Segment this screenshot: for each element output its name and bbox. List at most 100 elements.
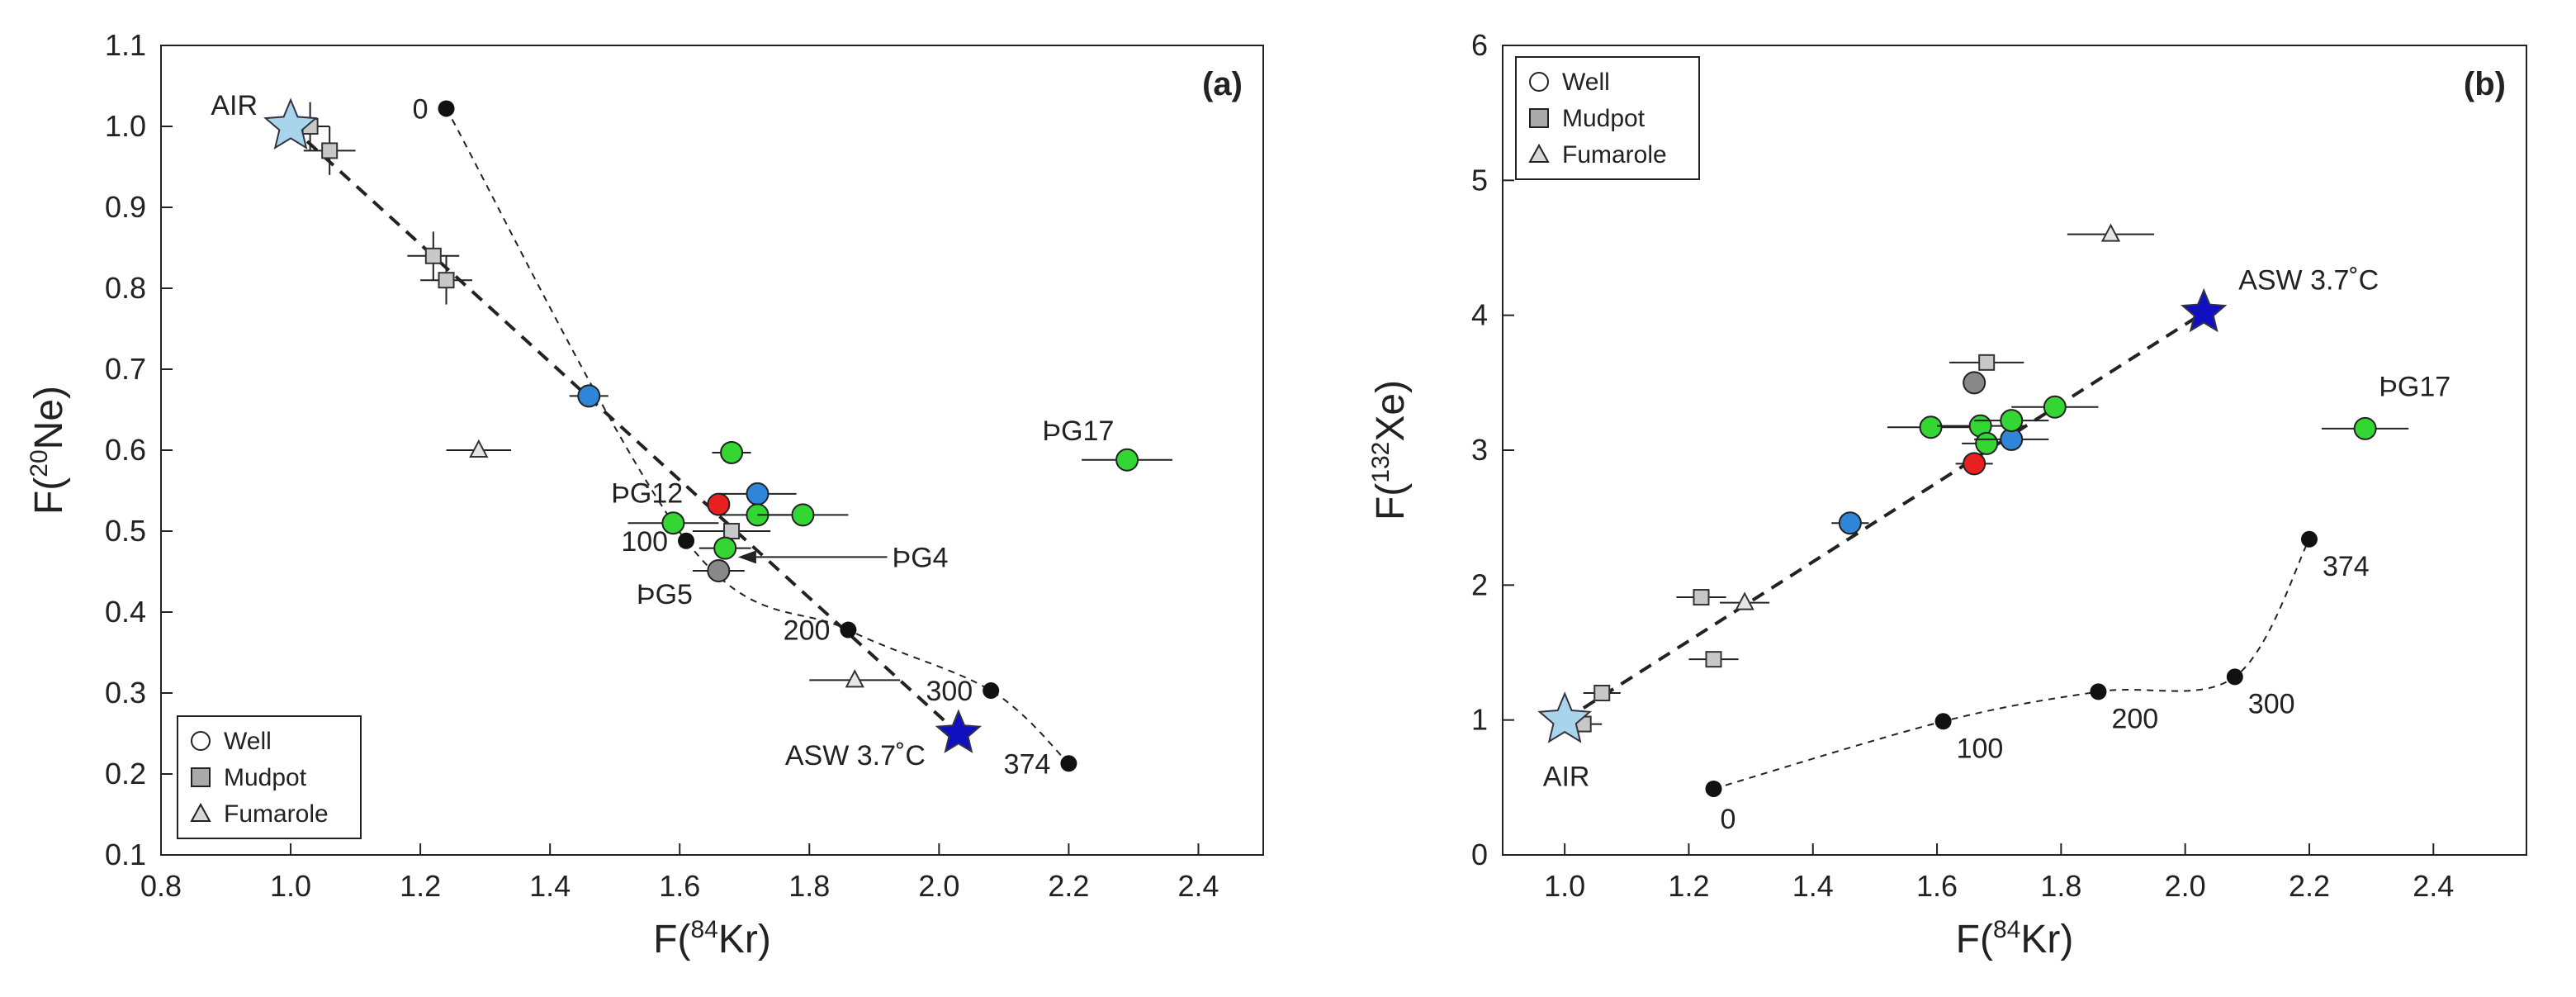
solubility-point — [840, 621, 857, 639]
x-tick-label: 2.2 — [2289, 869, 2330, 903]
well-point — [2000, 409, 2024, 433]
mudpot-point — [1593, 685, 1611, 701]
well-point — [1963, 371, 1986, 395]
x-tick-label: 1.4 — [1792, 869, 1834, 903]
mixing-line — [1564, 311, 2205, 722]
solubility-point — [1934, 713, 1952, 730]
legend-triangle-marker — [1528, 143, 1550, 163]
y-tick-label: 1.0 — [105, 109, 146, 143]
asw-label: ASW 3.7˚C — [2238, 264, 2379, 296]
air-label: AIR — [211, 90, 258, 121]
asw-label: ASW 3.7˚C — [785, 740, 926, 771]
arrow-head — [737, 550, 756, 564]
x-axis-label: F(84Kr) — [1956, 916, 2074, 961]
asw-star — [935, 709, 983, 753]
x-tick-label: 1.4 — [529, 869, 571, 903]
well-point — [791, 503, 815, 527]
solubility-point — [2090, 683, 2107, 700]
solubility-point — [438, 100, 455, 117]
mudpot-point — [723, 523, 741, 539]
x-tick-label: 0.8 — [140, 869, 182, 903]
x-tick-label: 1.6 — [1916, 869, 1958, 903]
y-tick-label: 0.2 — [105, 757, 146, 790]
panel-label: (a) — [1202, 66, 1243, 102]
x-tick-label: 1.0 — [270, 869, 311, 903]
y-tick-label: 2 — [1471, 567, 1488, 601]
legend-square-marker — [1529, 108, 1549, 128]
x-tick-label: 1.2 — [400, 869, 441, 903]
solubility-curve — [1713, 539, 2310, 790]
temperature-label: 300 — [926, 676, 973, 707]
x-axis-label: F(84Kr) — [653, 916, 771, 961]
legend-label: Fumarole — [1562, 141, 1667, 169]
y-axis-label-pre: F( — [1369, 483, 1413, 520]
fumarole-point — [469, 439, 489, 458]
x-tick-label: 1.0 — [1544, 869, 1585, 903]
y-tick-label: 0 — [1471, 838, 1488, 871]
solubility-curve — [445, 107, 1070, 764]
solubility-point — [1060, 755, 1077, 772]
arrow-label: ÞG4 — [893, 542, 949, 573]
panel-b: 1.0 1.2 1.4 1.6 1.8 2.0 2.2 2.40123456F(84Kr)F(… — [1367, 28, 2527, 961]
y-tick-label: 0.3 — [105, 676, 146, 710]
well-point — [1919, 415, 1943, 439]
y-tick-label: 4 — [1471, 298, 1488, 332]
temperature-label: 100 — [621, 526, 668, 558]
temperature-label: 100 — [1957, 733, 2004, 764]
y-tick-label: 1.1 — [105, 28, 146, 62]
x-tick-label: 2.4 — [2413, 869, 2454, 903]
well-point — [707, 559, 731, 583]
x-tick-label: 1.8 — [2040, 869, 2081, 903]
mudpot-point — [1978, 354, 1996, 371]
sample-annotation: ÞG17 — [2379, 372, 2451, 403]
x-axis-label-pre: F( — [653, 918, 690, 961]
fumarole-point — [2100, 223, 2121, 242]
well-point — [746, 482, 769, 506]
x-axis-label-sup: 84 — [1993, 916, 2020, 943]
mudpot-point — [424, 247, 442, 264]
well-point — [2043, 395, 2067, 419]
y-tick-label: 1 — [1471, 703, 1488, 737]
temperature-label: 0 — [1721, 804, 1736, 835]
well-point — [2353, 416, 2377, 440]
y-axis-label: F(132Xe) — [1367, 380, 1413, 520]
temperature-label: 0 — [413, 93, 429, 125]
x-tick-label: 2.0 — [918, 869, 959, 903]
solubility-point — [678, 532, 695, 549]
x-tick-label: 1.6 — [659, 869, 700, 903]
y-axis-label: F(20Ne) — [26, 386, 71, 515]
x-axis-label-post: Kr) — [2020, 918, 2073, 961]
sample-annotation: ÞG17 — [1042, 415, 1114, 447]
air-star — [263, 97, 318, 150]
sample-annotation: ÞG5 — [637, 579, 693, 610]
y-tick-label: 0.7 — [105, 352, 146, 386]
air-star — [1537, 691, 1593, 743]
legend: Well Mudpot Fumarole — [1515, 56, 1700, 180]
well-point — [1963, 452, 1986, 476]
mudpot-point — [321, 142, 339, 159]
y-tick-label: 6 — [1471, 28, 1488, 62]
legend: Well Mudpot Fumarole — [177, 715, 362, 839]
y-axis-label-sup: 132 — [1367, 442, 1395, 483]
y-axis-label-post: Ne) — [27, 386, 71, 449]
x-axis-label-sup: 84 — [690, 916, 717, 943]
temperature-label: 374 — [2323, 551, 2370, 582]
solubility-point — [2300, 530, 2318, 548]
x-axis-label-post: Kr) — [718, 918, 771, 961]
legend-label: Mudpot — [224, 764, 307, 791]
panel-a: 0.8 1.0 1.2 1.4 1.6 1.8 2.0 2.2 2.4 0.1 0.2 0.3 0.4 0… — [26, 28, 1264, 961]
well-point — [720, 440, 744, 464]
x-tick-label: 2.0 — [2165, 869, 2206, 903]
solubility-point — [1705, 780, 1722, 797]
mixing-line — [289, 125, 960, 735]
sample-annotation: ÞG12 — [611, 478, 683, 510]
y-tick-label: 0.4 — [105, 595, 146, 629]
well-point — [1975, 431, 1999, 455]
y-axis-label-post: Xe) — [1369, 380, 1413, 442]
y-tick-label: 0.1 — [105, 838, 146, 871]
legend-label: Well — [224, 728, 272, 755]
y-tick-label: 0.6 — [105, 433, 146, 467]
legend-label: Fumarole — [224, 800, 329, 828]
y-tick-label: 5 — [1471, 163, 1488, 197]
y-tick-label: 0.8 — [105, 271, 146, 305]
